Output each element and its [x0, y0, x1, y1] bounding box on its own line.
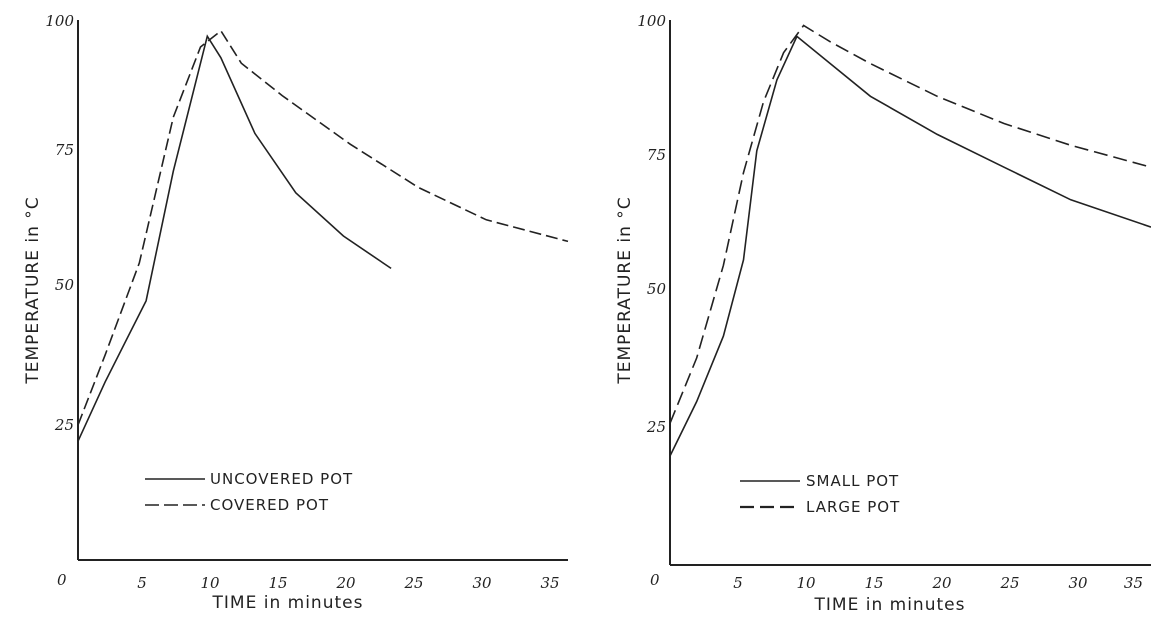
right-legend-label-small: SMALL POT: [806, 472, 899, 490]
right-x-tick-35: 35: [1124, 574, 1143, 592]
left-y-tick-50: 50: [55, 276, 75, 294]
chart-left: 0 5 10 15 20 25 30 35 25 50 75 100 TIME …: [23, 12, 569, 613]
right-x-tick-25: 25: [999, 574, 1019, 592]
left-x-tick-25: 25: [403, 574, 423, 592]
right-x-tick-10: 10: [796, 574, 816, 592]
left-series-uncovered-pot: [77, 34, 392, 442]
right-x-origin: 0: [650, 571, 660, 589]
left-series-layer: [77, 29, 569, 442]
right-x-tick-20: 20: [931, 574, 952, 592]
right-legend-label-large: LARGE POT: [806, 498, 900, 516]
left-series-covered-pot: [77, 29, 569, 426]
left-x-tick-30: 30: [472, 574, 492, 592]
chart-right: 0 5 10 15 20 25 30 35 25 50 75 100 TIME …: [615, 12, 1151, 615]
right-y-axis-label: TEMPERATURE in °C: [615, 196, 635, 384]
right-x-tick-30: 30: [1068, 574, 1088, 592]
right-series-large-pot: [669, 24, 1151, 424]
right-x-axis-label: TIME in minutes: [814, 595, 966, 615]
right-series-small-pot: [669, 35, 1151, 457]
left-y-tick-75: 75: [55, 141, 74, 159]
right-y-tick-75: 75: [647, 146, 666, 164]
left-x-origin: 0: [57, 571, 67, 589]
right-x-tick-15: 15: [864, 574, 883, 592]
left-y-tick-25: 25: [54, 416, 74, 434]
left-x-axis-label: TIME in minutes: [212, 593, 364, 613]
left-y-tick-100: 100: [45, 12, 74, 30]
left-x-tick-10: 10: [200, 574, 220, 592]
right-x-tick-5: 5: [733, 574, 743, 592]
right-y-tick-100: 100: [637, 12, 666, 30]
right-y-tick-50: 50: [647, 280, 667, 298]
left-legend-label-uncovered: UNCOVERED POT: [210, 470, 353, 488]
left-legend-label-covered: COVERED POT: [210, 496, 329, 514]
right-y-tick-25: 25: [646, 418, 666, 436]
left-x-tick-15: 15: [268, 574, 287, 592]
left-x-tick-35: 35: [540, 574, 559, 592]
left-x-tick-20: 20: [335, 574, 356, 592]
right-series-layer: [669, 24, 1151, 457]
left-x-tick-5: 5: [137, 574, 147, 592]
left-y-axis-label: TEMPERATURE in °C: [23, 196, 43, 384]
